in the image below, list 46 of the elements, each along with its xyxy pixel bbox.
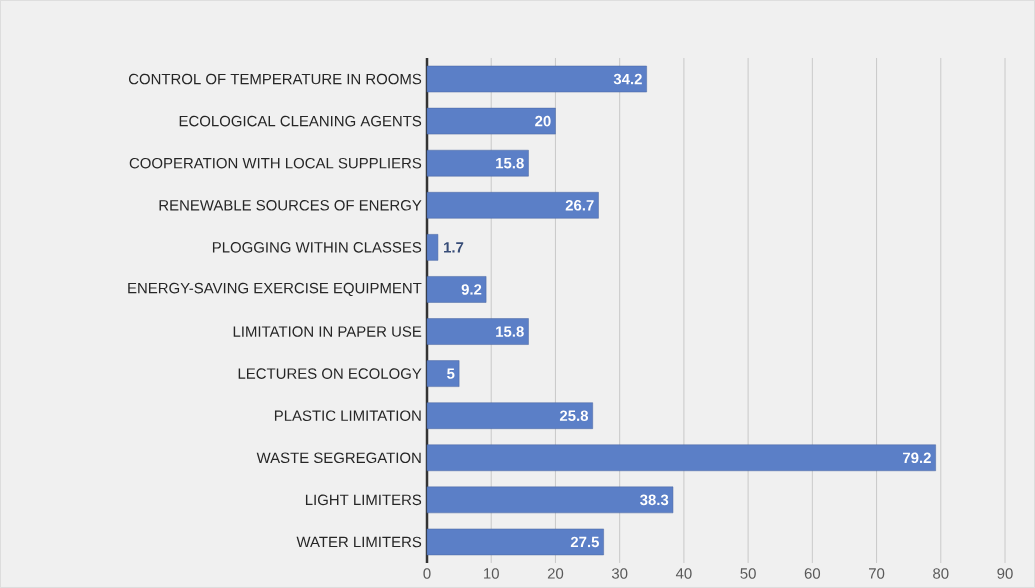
x-tick-label: 80	[933, 568, 949, 579]
y-tick-label: RENEWABLE SOURCES OF ENERGY	[159, 199, 422, 211]
x-tick-label: 20	[547, 568, 564, 579]
bar	[426, 107, 556, 135]
y-tick-label: PLOGGING WITHIN CLASSES	[212, 242, 422, 253]
bar	[426, 402, 593, 429]
y-tick-label: WASTE SEGREGATION	[256, 452, 421, 464]
x-tick-label: 10	[484, 568, 499, 579]
x-tick-label: 40	[675, 568, 692, 579]
y-tick-label: LIMITATION IN PAPER USE	[233, 326, 422, 337]
y-tick-label: ENERGY-SAVING EXERCISE EQUIPMENT	[128, 282, 422, 297]
data-label: 15.8	[496, 326, 524, 337]
data-label: 34.2	[613, 73, 642, 85]
data-label: 15.8	[496, 157, 524, 169]
bar	[426, 192, 599, 219]
y-tick-label: COOPERATION WITH LOCAL SUPPLIERS	[129, 157, 422, 169]
bar	[426, 360, 460, 387]
x-tick-label: 90	[997, 568, 1013, 579]
data-label: 5	[447, 368, 455, 379]
data-label: 20	[535, 115, 551, 127]
y-tick-label: CONTROL OF TEMPERATURE IN ROOMS	[128, 73, 422, 85]
data-label: 1.7	[444, 242, 464, 253]
x-tick-label: 0	[423, 568, 431, 579]
bar	[426, 318, 529, 345]
x-tick-label: 30	[611, 568, 628, 579]
bar	[426, 149, 529, 177]
bar	[426, 444, 936, 472]
y-tick-label: PLASTIC LIMITATION	[274, 410, 421, 421]
x-tick-label: 50	[740, 568, 756, 579]
data-label: 25.8	[559, 410, 589, 421]
bar	[426, 65, 647, 93]
x-tick-label: 60	[804, 568, 821, 579]
bar	[426, 276, 487, 303]
data-label: 26.7	[565, 199, 594, 211]
x-tick-label: 70	[869, 568, 885, 579]
y-tick-label: LECTURES ON ECOLOGY	[238, 368, 422, 379]
bar	[426, 528, 604, 556]
data-label: 27.5	[570, 536, 599, 548]
data-label: 9.2	[461, 284, 482, 295]
data-label: 79.2	[903, 452, 931, 464]
bar	[426, 234, 439, 261]
y-tick-label: WATER LIMITERS	[296, 536, 422, 548]
y-tick-label: LIGHT LIMITERS	[305, 494, 422, 506]
data-label: 38.3	[640, 494, 669, 506]
y-tick-label: ECOLOGICAL CLEANING AGENTS	[179, 115, 422, 127]
bar	[426, 486, 674, 514]
